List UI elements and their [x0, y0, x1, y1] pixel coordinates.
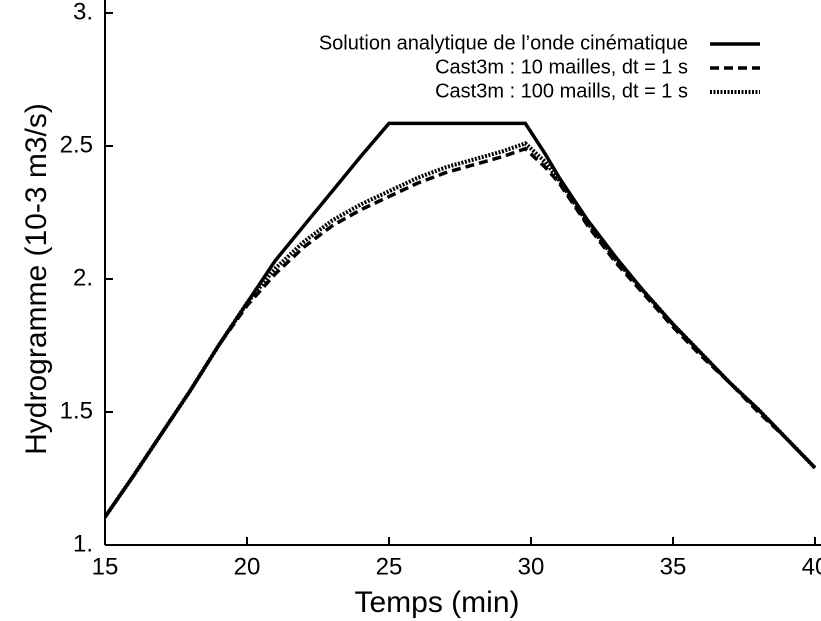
- x-tick-label: 35: [660, 553, 687, 580]
- legend-label: Cast3m : 10 mailles, dt = 1 s: [435, 56, 688, 78]
- x-axis-label: Temps (min): [354, 586, 519, 619]
- y-tick-label: 2.5: [60, 131, 93, 158]
- x-tick-label: 15: [92, 553, 119, 580]
- x-tick-label: 20: [234, 553, 261, 580]
- x-tick-label: 25: [376, 553, 403, 580]
- plot-area: [105, 121, 817, 519]
- x-tick-label: 40: [802, 553, 821, 580]
- series-line: [105, 121, 817, 519]
- y-tick-label: 1.5: [60, 397, 93, 424]
- y-tick-label: 2.: [73, 264, 93, 291]
- y-axis-label: Hydrogramme (10-3 m3/s): [20, 103, 53, 455]
- x-tick-label: 30: [518, 553, 545, 580]
- y-tick-label: 3.: [73, 0, 93, 25]
- legend-label: Solution analytique de l’onde cinématiqu…: [319, 32, 688, 54]
- y-tick-label: 1.: [73, 530, 93, 557]
- legend-label: Cast3m : 100 maills, dt = 1 s: [435, 80, 688, 102]
- series-line: [105, 141, 817, 519]
- series-line: [105, 146, 817, 519]
